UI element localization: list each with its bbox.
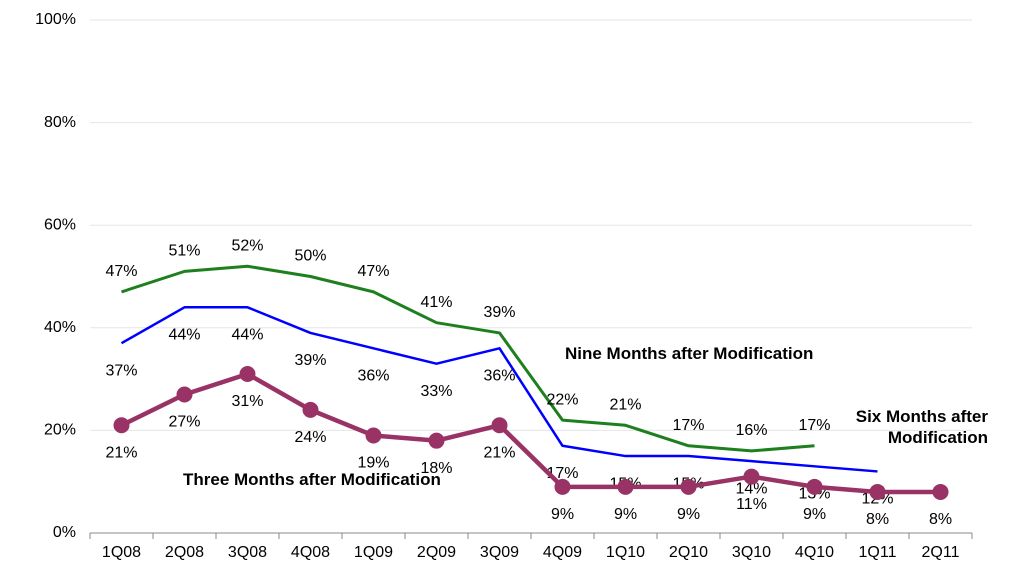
data-point bbox=[554, 478, 571, 495]
x-tick-label: 2Q08 bbox=[165, 544, 204, 561]
data-label: 24% bbox=[294, 429, 326, 446]
data-label: 52% bbox=[231, 237, 263, 254]
data-label: 17% bbox=[798, 417, 830, 434]
data-label: 9% bbox=[614, 506, 637, 523]
y-tick-label: 40% bbox=[44, 319, 76, 336]
data-label: 21% bbox=[105, 444, 137, 461]
data-label: 36% bbox=[357, 368, 389, 385]
data-label: 39% bbox=[294, 352, 326, 369]
data-point bbox=[617, 478, 634, 495]
x-tick-label: 1Q11 bbox=[859, 544, 897, 561]
data-point bbox=[365, 427, 382, 444]
data-point bbox=[176, 386, 193, 403]
data-label: 11% bbox=[736, 496, 767, 513]
data-label: 21% bbox=[609, 396, 641, 413]
data-label: 44% bbox=[168, 326, 200, 343]
data-point bbox=[932, 483, 949, 500]
data-label: 33% bbox=[420, 383, 452, 400]
data-point bbox=[428, 432, 445, 449]
data-label: 36% bbox=[483, 368, 515, 385]
x-tick-label: 2Q11 bbox=[922, 544, 960, 561]
y-tick-label: 60% bbox=[44, 216, 76, 233]
series-label: Six Months after Modification bbox=[855, 407, 988, 447]
data-label: 44% bbox=[231, 326, 263, 343]
data-label: 51% bbox=[168, 243, 200, 260]
data-label: 41% bbox=[420, 294, 452, 311]
data-label: 17% bbox=[672, 417, 704, 434]
data-label: 31% bbox=[231, 393, 263, 410]
data-label: 8% bbox=[866, 511, 889, 528]
x-tick-label: 4Q09 bbox=[543, 544, 582, 561]
data-label: 8% bbox=[929, 511, 952, 528]
data-point bbox=[680, 478, 697, 495]
series-label: Three Months after Modification bbox=[183, 470, 441, 489]
y-tick-label: 0% bbox=[53, 524, 76, 541]
series-line bbox=[120, 371, 941, 495]
data-point bbox=[869, 483, 886, 500]
data-label: 9% bbox=[803, 506, 826, 523]
data-label: 22% bbox=[546, 391, 578, 408]
x-tick-label: 2Q10 bbox=[669, 544, 708, 561]
x-tick-label: 2Q09 bbox=[417, 544, 456, 561]
data-point bbox=[806, 478, 823, 495]
x-tick-label: 3Q10 bbox=[732, 544, 771, 561]
data-label: 21% bbox=[483, 444, 515, 461]
y-tick-label: 100% bbox=[35, 11, 76, 28]
data-label: 39% bbox=[483, 304, 515, 321]
data-label: 27% bbox=[168, 414, 200, 431]
data-label: 16% bbox=[735, 422, 767, 439]
y-tick-label: 20% bbox=[44, 422, 76, 439]
x-tick-label: 4Q10 bbox=[795, 544, 834, 561]
data-label: 47% bbox=[357, 263, 389, 280]
data-point bbox=[743, 468, 760, 485]
data-label: 9% bbox=[551, 506, 574, 523]
series-label: Nine Months after Modification bbox=[565, 344, 814, 363]
data-point bbox=[491, 417, 508, 434]
data-label: 19% bbox=[357, 455, 389, 472]
data-label: 18% bbox=[420, 460, 452, 477]
x-tick-label: 4Q08 bbox=[291, 544, 330, 561]
data-point bbox=[239, 365, 256, 382]
data-label: 37% bbox=[105, 362, 137, 379]
x-tick-label: 3Q09 bbox=[480, 544, 519, 561]
series-line bbox=[120, 306, 878, 473]
data-label: 50% bbox=[294, 248, 326, 265]
data-label: 47% bbox=[105, 263, 137, 280]
x-tick-label: 3Q08 bbox=[228, 544, 267, 561]
y-tick-label: 80% bbox=[44, 114, 76, 131]
x-tick-label: 1Q09 bbox=[354, 544, 393, 561]
data-label: 9% bbox=[677, 506, 700, 523]
data-point bbox=[302, 401, 319, 418]
x-tick-label: 1Q10 bbox=[606, 544, 645, 561]
data-label: 14% bbox=[735, 480, 767, 497]
series-line bbox=[121, 264, 815, 453]
data-point bbox=[113, 417, 130, 434]
x-tick-label: 1Q08 bbox=[102, 544, 141, 561]
